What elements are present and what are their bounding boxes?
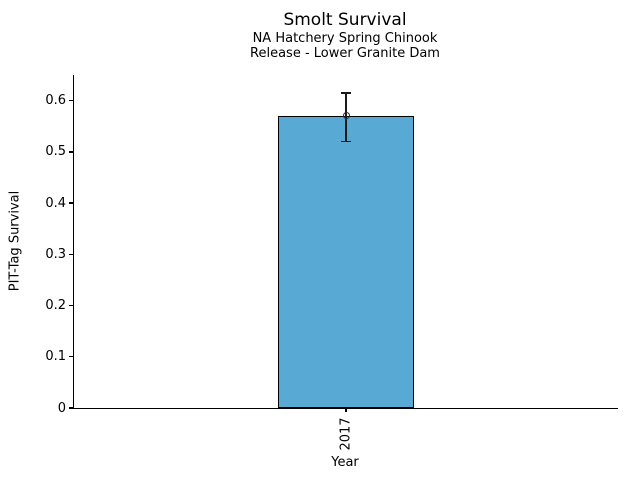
y-tick-label: 0 xyxy=(57,400,66,416)
y-tick-label: 0.5 xyxy=(45,144,66,160)
y-tick-label: 0.6 xyxy=(45,93,66,109)
x-axis-label: Year xyxy=(331,455,359,470)
plot-area: 0 0.1 0.2 0.3 0.4 0.5 0.6 2017 xyxy=(45,75,618,451)
y-tick-mark xyxy=(69,151,73,153)
y-tick-mark xyxy=(69,202,73,204)
y-axis-label: PIT-Tag Survival xyxy=(7,190,23,292)
y-tick-mark xyxy=(69,100,73,102)
y-tick-mark xyxy=(69,304,73,307)
y-tick-mark xyxy=(69,407,73,409)
chart-subtitle-line1: NA Hatchery Spring Chinook xyxy=(252,31,438,46)
bar-2017 xyxy=(278,116,414,408)
data-point-marker xyxy=(342,112,350,120)
chart-subtitle-line2: Release - Lower Granite Dam xyxy=(250,46,440,61)
y-tick-label: 0.4 xyxy=(45,195,66,211)
y-tick-label: 0.1 xyxy=(45,349,66,365)
y-tick-mark xyxy=(69,356,73,358)
y-tick-label: 0.3 xyxy=(45,246,66,262)
y-tick-mark xyxy=(69,253,73,255)
error-bar-cap-bottom xyxy=(341,140,351,143)
error-bar-cap-top xyxy=(341,92,351,94)
chart-title: Smolt Survival xyxy=(283,10,407,30)
y-tick-label: 0.2 xyxy=(45,298,66,314)
x-tick-mark xyxy=(345,408,347,412)
x-tick-label: 2017 xyxy=(338,417,354,451)
